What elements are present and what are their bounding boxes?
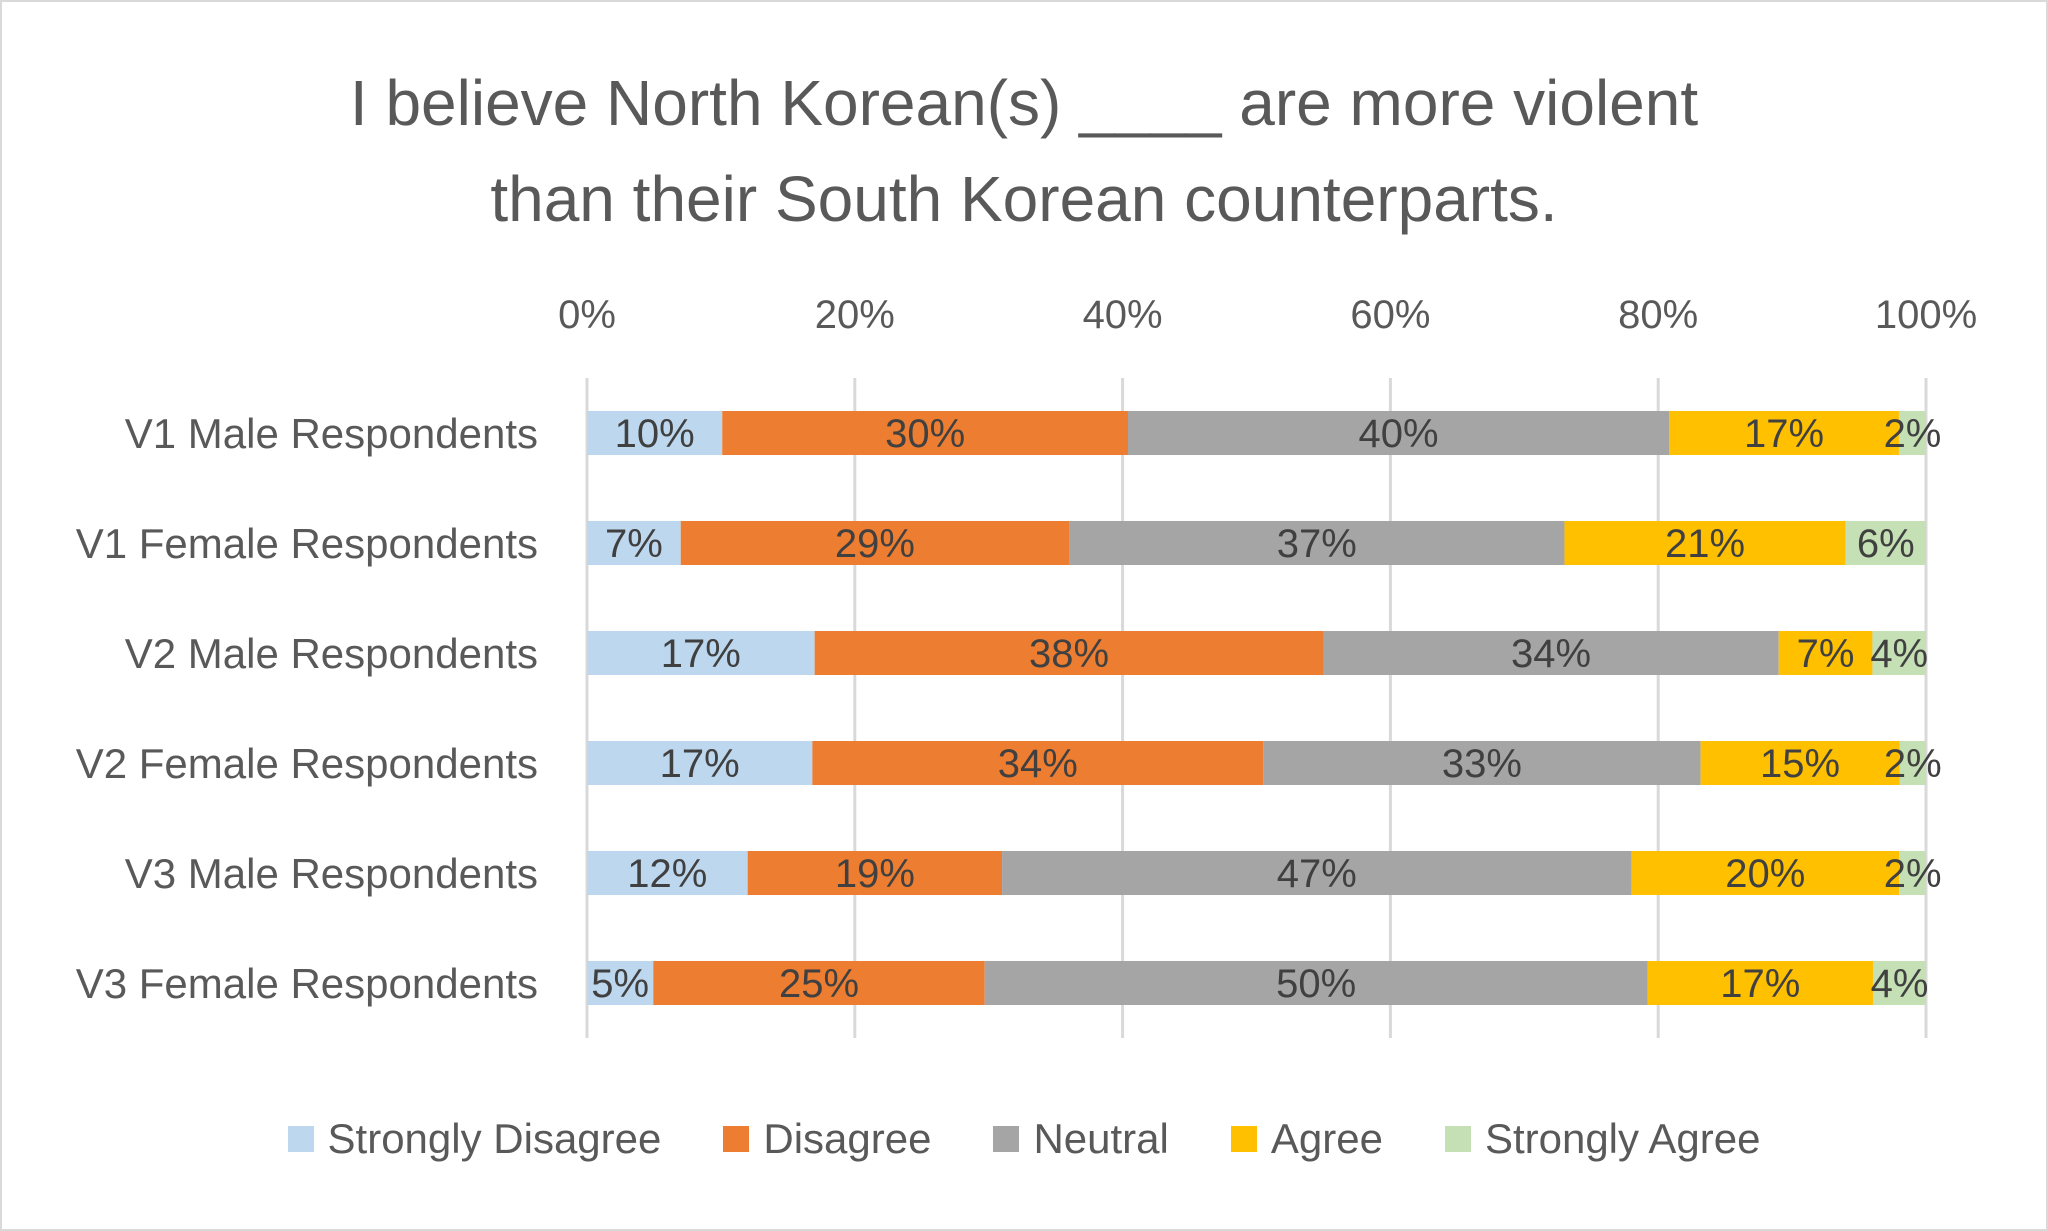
data-label: 29%	[835, 522, 915, 566]
bar-segment	[587, 961, 654, 1005]
legend-label: Strongly Agree	[1484, 1115, 1761, 1162]
category-label: V1 Female Respondents	[76, 520, 538, 567]
data-label: 25%	[779, 962, 859, 1006]
legend-item: Disagree	[723, 1115, 931, 1163]
category-label: V3 Female Respondents	[76, 960, 538, 1007]
bar-segment	[680, 521, 1070, 565]
bar-segment	[1647, 961, 1873, 1005]
data-label: 34%	[998, 742, 1078, 786]
x-tick-label: 100%	[1875, 293, 1977, 337]
bar-segment	[1872, 961, 1926, 1005]
data-label: 19%	[835, 852, 915, 896]
category-label: V2 Female Respondents	[76, 740, 538, 787]
bar-segment	[587, 741, 813, 785]
x-axis-ticks: 0% 20% 40% 60% 80% 100%	[558, 293, 1977, 337]
legend-item: Agree	[1230, 1115, 1383, 1163]
chart-title-line-1: I believe North Korean(s) ____ are more …	[349, 67, 1699, 139]
bar-segment	[1669, 411, 1899, 455]
bar-segment	[1700, 741, 1900, 785]
legend-item: Strongly Agree	[1444, 1115, 1761, 1163]
legend-item: Strongly Disagree	[287, 1115, 662, 1163]
legend-swatch	[723, 1126, 750, 1152]
category-axis: V1 Male Respondents V1 Female Respondents…	[76, 410, 538, 1007]
x-tick-label: 20%	[815, 293, 895, 337]
bar-segment	[1631, 851, 1900, 895]
bar-segment	[722, 411, 1129, 455]
data-label: 33%	[1442, 742, 1522, 786]
bar-segment	[587, 631, 815, 675]
bar-segment	[1323, 631, 1779, 675]
bar-segment	[1002, 851, 1632, 895]
data-label: 47%	[1277, 852, 1357, 896]
legend-item: Neutral	[993, 1115, 1169, 1163]
data-labels: 10% 30% 40% 17% 2% 7% 29% 37% 21% 6% 17% 38% 34% 7% 4%…	[591, 412, 1941, 1006]
x-tick-label: 40%	[1083, 293, 1163, 337]
data-label: 5%	[591, 962, 649, 1006]
chart-title: I believe North Korean(s) ____ are more …	[0, 55, 2048, 247]
x-tick-label: 60%	[1350, 293, 1430, 337]
data-label: 2%	[1884, 852, 1942, 896]
bar-segment	[1898, 411, 1926, 455]
legend-swatch	[993, 1126, 1020, 1152]
bar-segment	[747, 851, 1003, 895]
legend-label: Agree	[1270, 1115, 1383, 1162]
data-label: 17%	[660, 742, 740, 786]
chart-legend: Strongly Disagree Disagree Neutral Agree Str…	[0, 1115, 2048, 1163]
bar-segment	[587, 521, 681, 565]
data-label: 30%	[885, 412, 965, 456]
data-label: 20%	[1725, 852, 1805, 896]
data-label: 15%	[1760, 742, 1840, 786]
data-label: 34%	[1511, 632, 1591, 676]
x-tick-label: 80%	[1618, 293, 1698, 337]
legend-label: Disagree	[763, 1115, 932, 1162]
bar-segment	[653, 961, 985, 1005]
legend-swatch	[1230, 1126, 1257, 1152]
bar-segment	[814, 631, 1324, 675]
chart-title-line-2: than their South Korean counterparts.	[490, 163, 1558, 235]
bar-segment	[1872, 631, 1926, 675]
data-label: 37%	[1277, 522, 1357, 566]
bar-segment	[1069, 521, 1565, 565]
bar-segment	[812, 741, 1264, 785]
bar-segment	[984, 961, 1648, 1005]
category-label: V2 Male Respondents	[125, 630, 538, 677]
bar-segments	[587, 411, 1926, 1005]
legend-swatch	[287, 1126, 314, 1152]
data-label: 6%	[1857, 522, 1915, 566]
bar-segment	[1564, 521, 1846, 565]
bar-segment	[1899, 741, 1926, 785]
bar-segment	[587, 411, 723, 455]
data-label: 12%	[627, 852, 707, 896]
data-label: 2%	[1884, 742, 1942, 786]
bar-segment	[1128, 411, 1670, 455]
legend-label: Strongly Disagree	[327, 1115, 662, 1162]
data-label: 4%	[1871, 962, 1929, 1006]
gridlines	[585, 378, 1928, 1038]
data-label: 38%	[1029, 632, 1109, 676]
bar-segment	[1899, 851, 1926, 895]
data-label: 17%	[1720, 962, 1800, 1006]
category-label: V3 Male Respondents	[125, 850, 538, 897]
data-label: 4%	[1870, 632, 1928, 676]
data-label: 17%	[661, 632, 741, 676]
bar-segment	[587, 851, 748, 895]
bar-segment	[1845, 521, 1926, 565]
bar-segment	[1263, 741, 1701, 785]
legend-label: Neutral	[1033, 1115, 1169, 1162]
data-label: 50%	[1276, 962, 1356, 1006]
data-label: 10%	[615, 412, 695, 456]
data-label: 17%	[1744, 412, 1824, 456]
legend-swatch	[1444, 1126, 1471, 1152]
category-label: V1 Male Respondents	[125, 410, 538, 457]
bar-segment	[1778, 631, 1873, 675]
data-label: 7%	[605, 522, 663, 566]
data-label: 7%	[1797, 632, 1855, 676]
data-label: 21%	[1665, 522, 1745, 566]
x-tick-label: 0%	[558, 293, 616, 337]
data-label: 2%	[1884, 412, 1942, 456]
data-label: 40%	[1358, 412, 1438, 456]
